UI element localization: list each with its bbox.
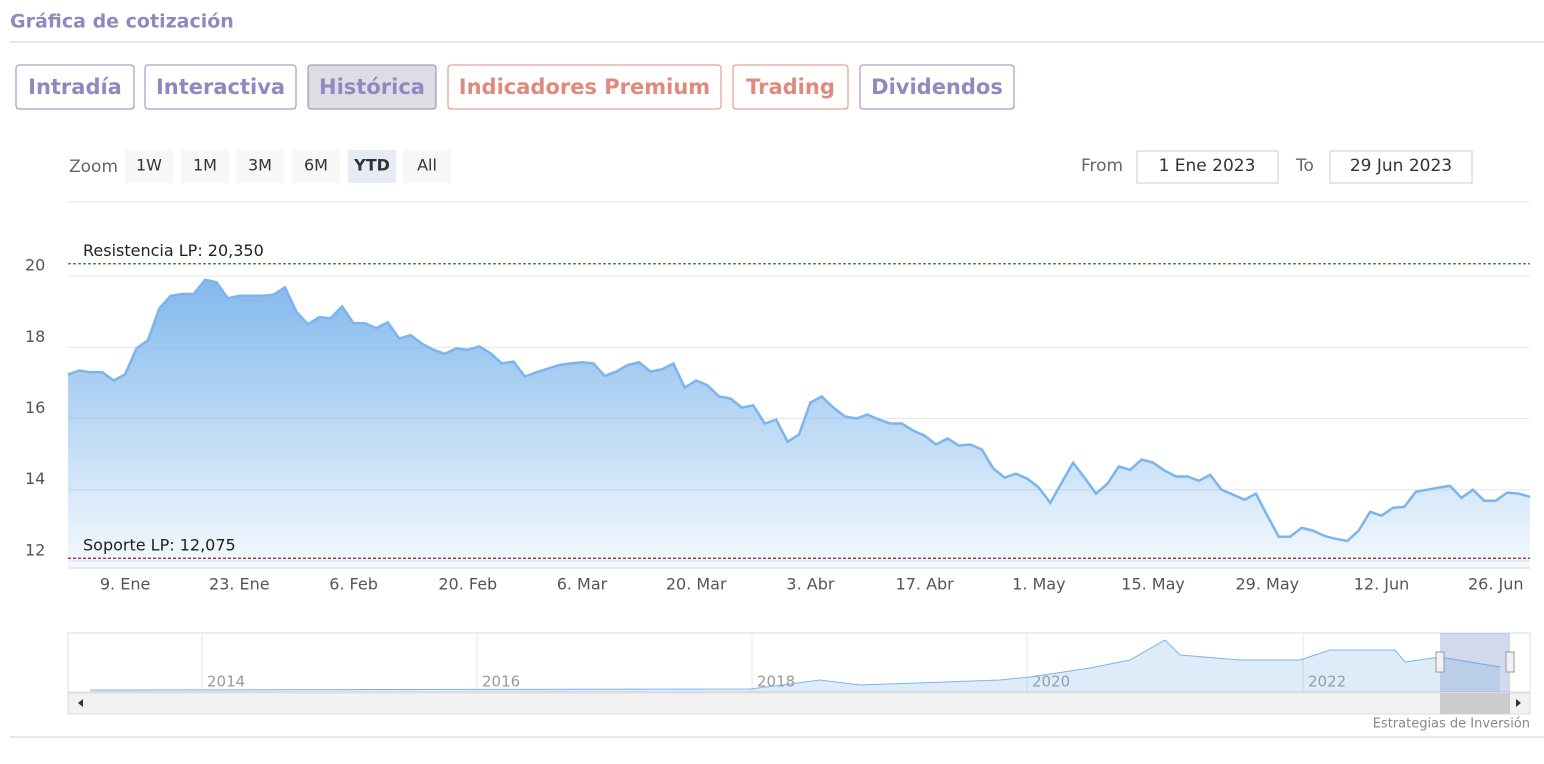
zoom-button-box — [403, 150, 451, 183]
zoom-button-box — [181, 150, 229, 183]
navigator-label: 2016 — [482, 673, 520, 691]
reference-label: Resistencia LP: 20,350 — [83, 241, 264, 260]
x-tick-label: 17. Abr — [896, 575, 955, 594]
zoom-button[interactable]: 1W — [125, 150, 173, 183]
reference-label: Soporte LP: 12,075 — [83, 536, 236, 555]
tab-label: Intradía — [28, 75, 122, 99]
zoom-button-box — [292, 150, 340, 183]
tab-label: Indicadores Premium — [459, 75, 710, 99]
to-label: To — [1295, 156, 1314, 176]
tab[interactable]: Histórica — [307, 64, 437, 110]
x-tick-label: 23. Ene — [209, 575, 270, 594]
x-tick-label: 12. Jun — [1354, 575, 1410, 594]
tab-label: Interactiva — [156, 75, 285, 99]
zoom-button-label: 1M — [193, 156, 217, 175]
navigator-area — [90, 640, 1500, 692]
x-tick-label: 1. May — [1012, 575, 1065, 594]
zoom-button-box — [236, 150, 284, 183]
x-tick-label: 6. Feb — [329, 575, 378, 594]
navigator-label: 2022 — [1308, 673, 1346, 691]
zoom-button-label: YTD — [353, 156, 390, 175]
date-input[interactable] — [1136, 150, 1279, 184]
tab-label: Histórica — [319, 75, 425, 99]
tab-label: Trading — [746, 75, 835, 99]
tab[interactable]: Trading — [732, 64, 849, 110]
zoom-button-label: 1W — [136, 156, 162, 175]
zoom-button[interactable]: All — [403, 150, 451, 183]
x-tick-label: 29. May — [1235, 575, 1299, 594]
from-label: From — [1081, 156, 1123, 176]
navigator-handle[interactable] — [1505, 651, 1515, 673]
zoom-label: Zoom — [69, 157, 118, 177]
x-tick-label: 15. May — [1121, 575, 1185, 594]
tab[interactable]: Interactiva — [144, 64, 297, 110]
section-title: Gráfica de cotización — [10, 11, 234, 33]
tab-box — [15, 64, 135, 110]
tab-box — [307, 64, 437, 110]
tab-box — [732, 64, 849, 110]
navigator-handle[interactable] — [1435, 651, 1445, 673]
zoom-button[interactable]: 1M — [181, 150, 229, 183]
date-input[interactable] — [1329, 150, 1473, 184]
zoom-button-box — [125, 150, 173, 183]
zoom-button-label: 6M — [304, 156, 328, 175]
zoom-button-label: 3M — [248, 156, 272, 175]
tab[interactable]: Indicadores Premium — [447, 64, 722, 110]
navigator-selection[interactable] — [1440, 633, 1510, 692]
scrollbar — [67, 692, 1531, 715]
navigator — [67, 632, 1531, 693]
y-tick-label: 12 — [25, 540, 45, 559]
tab-box — [447, 64, 722, 110]
x-tick-label: 20. Mar — [666, 575, 727, 594]
credit: Estrategias de Inversión — [1373, 717, 1530, 732]
y-tick-label: 16 — [25, 398, 45, 417]
navigator-label: 2018 — [757, 673, 795, 691]
tab-box — [859, 64, 1015, 110]
from-date: 1 Ene 2023 — [1159, 156, 1256, 176]
zoom-button[interactable]: 6M — [292, 150, 340, 183]
x-tick-label: 6. Mar — [557, 575, 608, 594]
tab-box — [144, 64, 297, 110]
zoom-button[interactable]: 3M — [236, 150, 284, 183]
zoom-button-box — [348, 150, 396, 183]
scrollbar-thumb[interactable] — [1440, 693, 1510, 714]
y-tick-label: 14 — [25, 469, 45, 488]
x-tick-label: 3. Abr — [786, 575, 834, 594]
tab[interactable]: Dividendos — [859, 64, 1015, 110]
y-tick-label: 20 — [25, 256, 45, 275]
y-tick-label: 18 — [25, 327, 45, 346]
zoom-button-label: All — [417, 156, 437, 175]
tab-label: Dividendos — [871, 75, 1003, 99]
navigator-label: 2014 — [207, 673, 245, 691]
line — [67, 278, 1531, 543]
navigator-label: 2020 — [1032, 673, 1070, 691]
x-tick-label: 9. Ene — [100, 575, 150, 594]
zoom-button[interactable]: YTD — [348, 150, 396, 183]
to-date: 29 Jun 2023 — [1350, 156, 1452, 176]
x-tick-label: 26. Jun — [1468, 575, 1524, 594]
area — [68, 279, 1530, 568]
tab[interactable]: Intradía — [15, 64, 135, 110]
navigator-line — [89, 639, 1501, 691]
x-tick-label: 20. Feb — [438, 575, 497, 594]
